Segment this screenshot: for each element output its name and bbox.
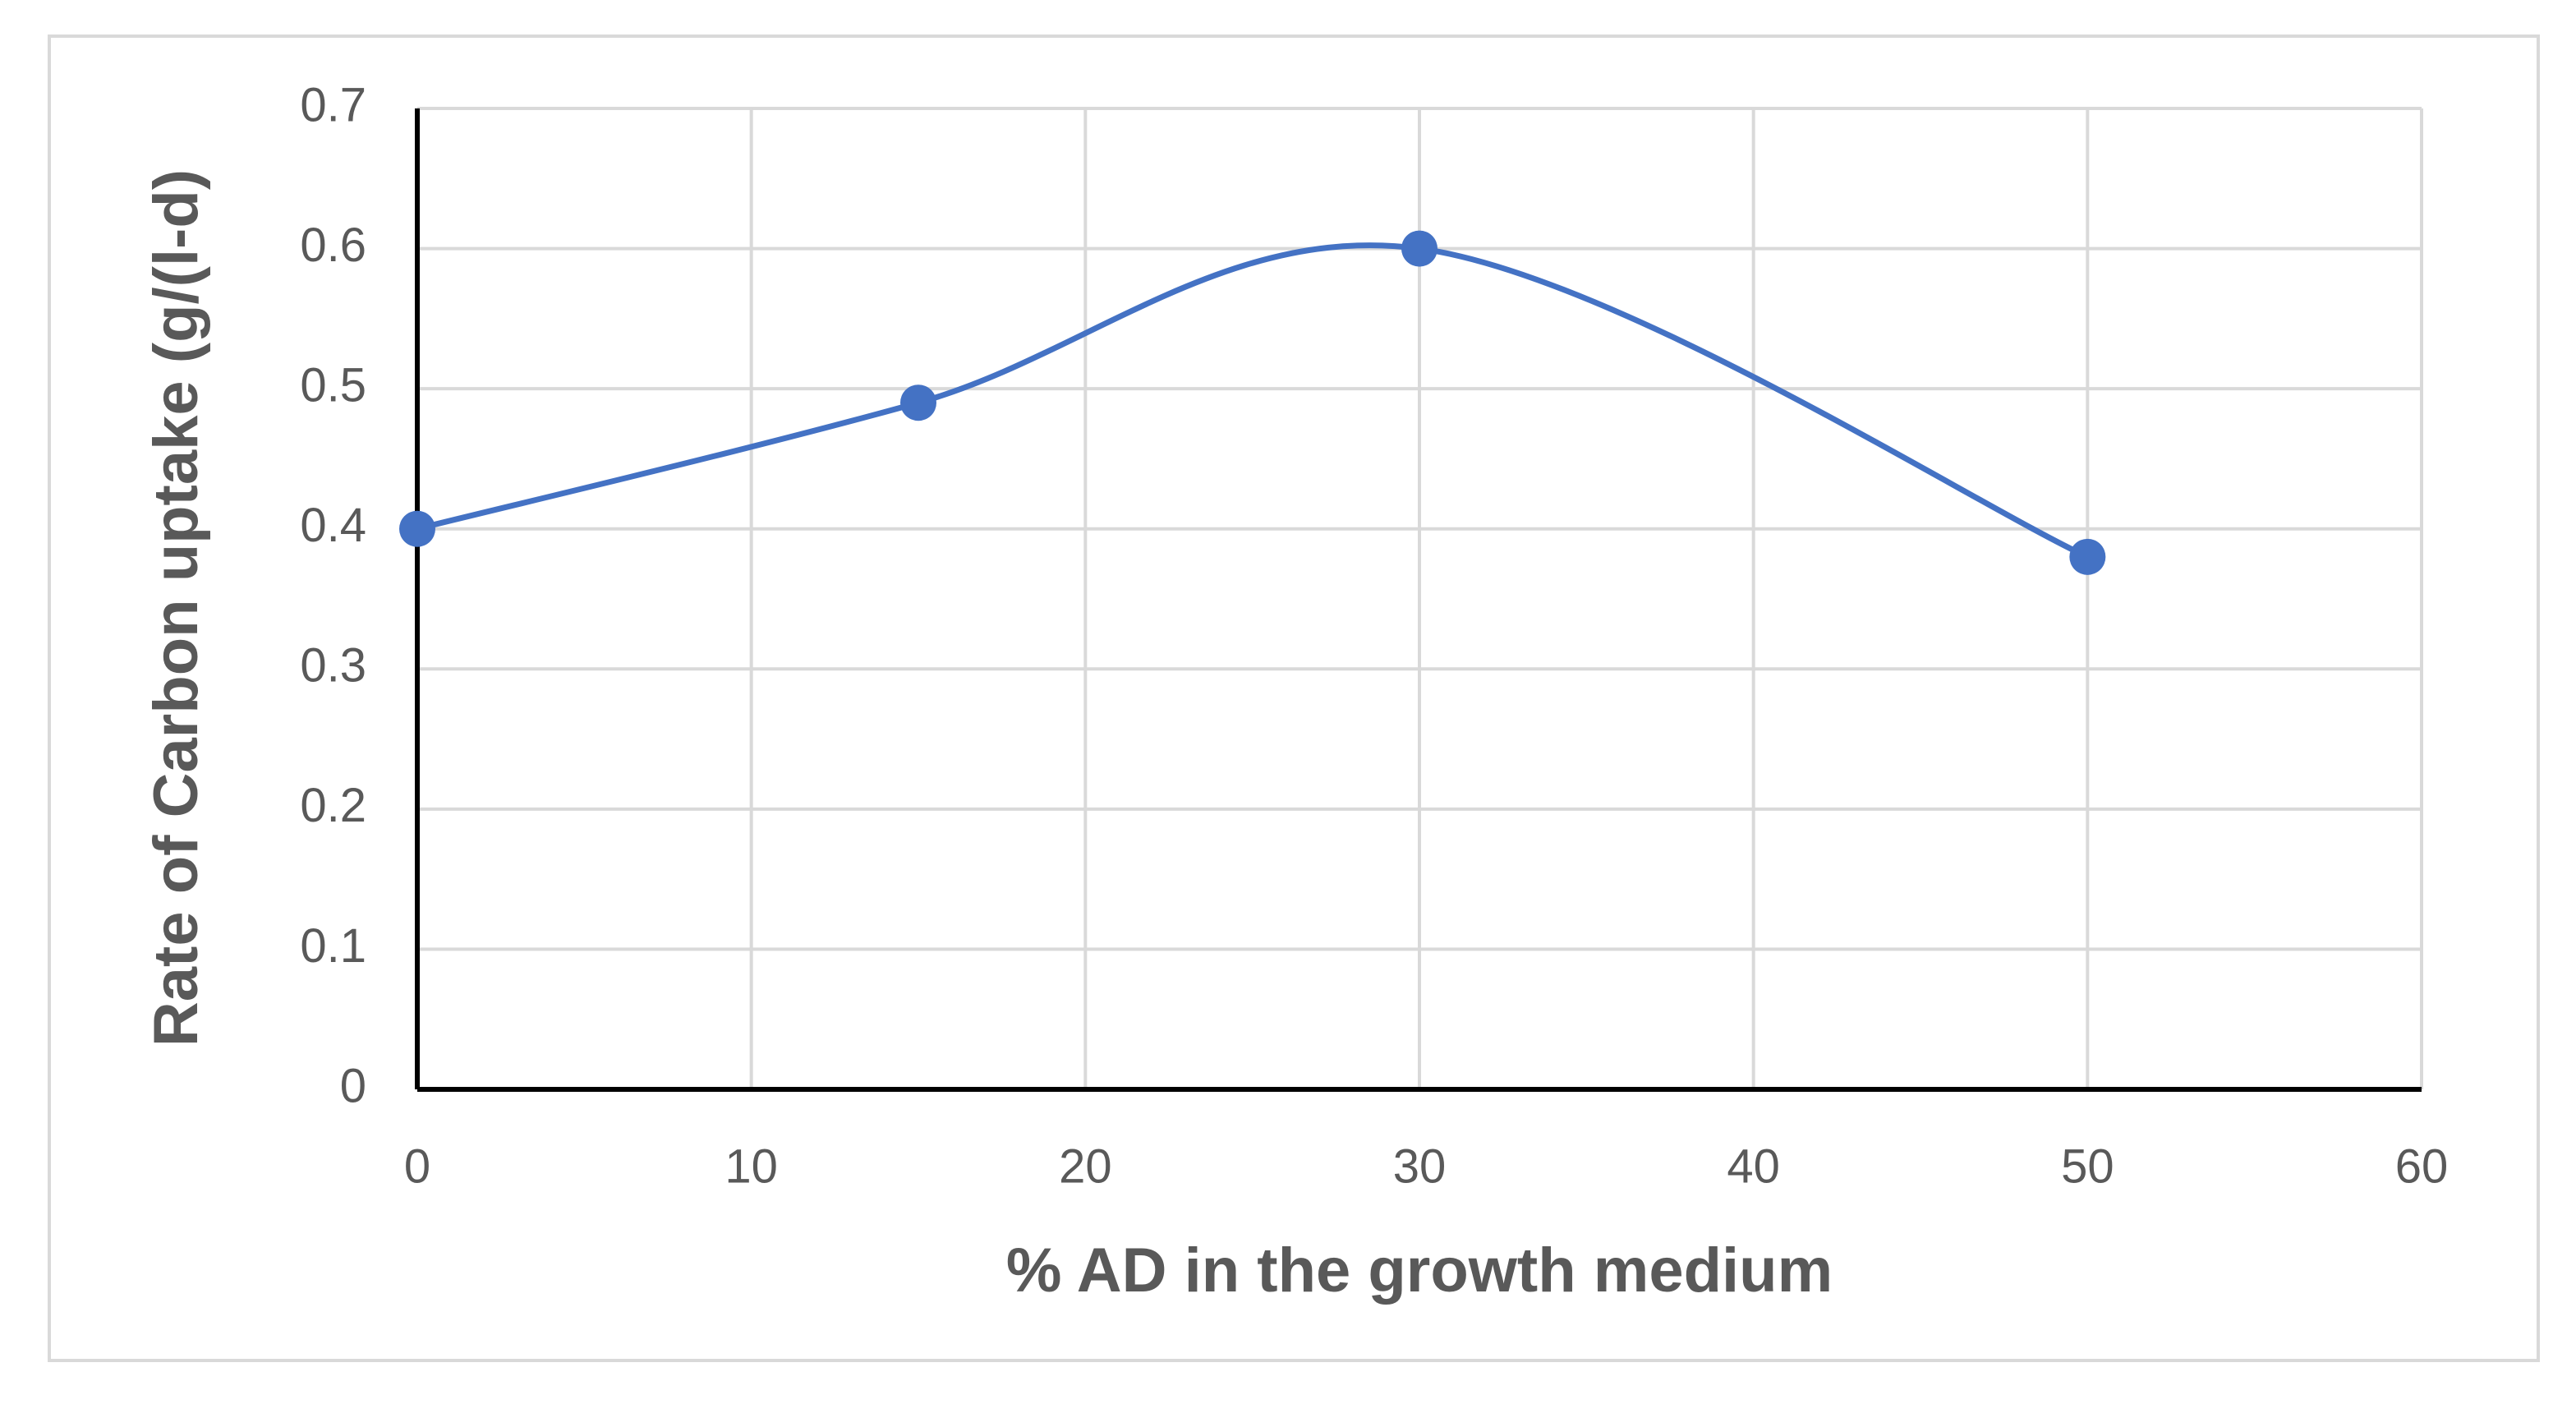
- y-tick-label: 0.7: [300, 78, 366, 131]
- y-axis-title: Rate of Carbon uptake (g/(l-d): [141, 169, 211, 1047]
- y-tick-label: 0.4: [300, 499, 366, 552]
- y-tick-label: 0.3: [300, 639, 366, 693]
- x-tick-label: 50: [2061, 1139, 2114, 1193]
- y-tick-label: 0.1: [300, 919, 366, 973]
- y-tick-label: 0.2: [300, 779, 366, 832]
- y-tick-label: 0.5: [300, 358, 366, 412]
- x-tick-label: 10: [724, 1139, 778, 1193]
- series-line: [416, 242, 2089, 560]
- x-tick-label: 0: [404, 1139, 430, 1193]
- chart-border: [48, 35, 2540, 1362]
- data-point: [399, 510, 435, 547]
- y-tick-label: 0.6: [300, 219, 366, 272]
- x-axis-title: % AD in the growth medium: [1006, 1236, 1833, 1305]
- x-tick-label: 60: [2395, 1139, 2449, 1193]
- x-tick-label: 20: [1059, 1139, 1112, 1193]
- x-tick-label: 40: [1727, 1139, 1780, 1193]
- data-point: [2069, 538, 2106, 575]
- y-tick-label: 0: [340, 1059, 366, 1112]
- x-tick-label: 30: [1393, 1139, 1447, 1193]
- data-point: [900, 384, 936, 421]
- data-point: [1401, 230, 1438, 267]
